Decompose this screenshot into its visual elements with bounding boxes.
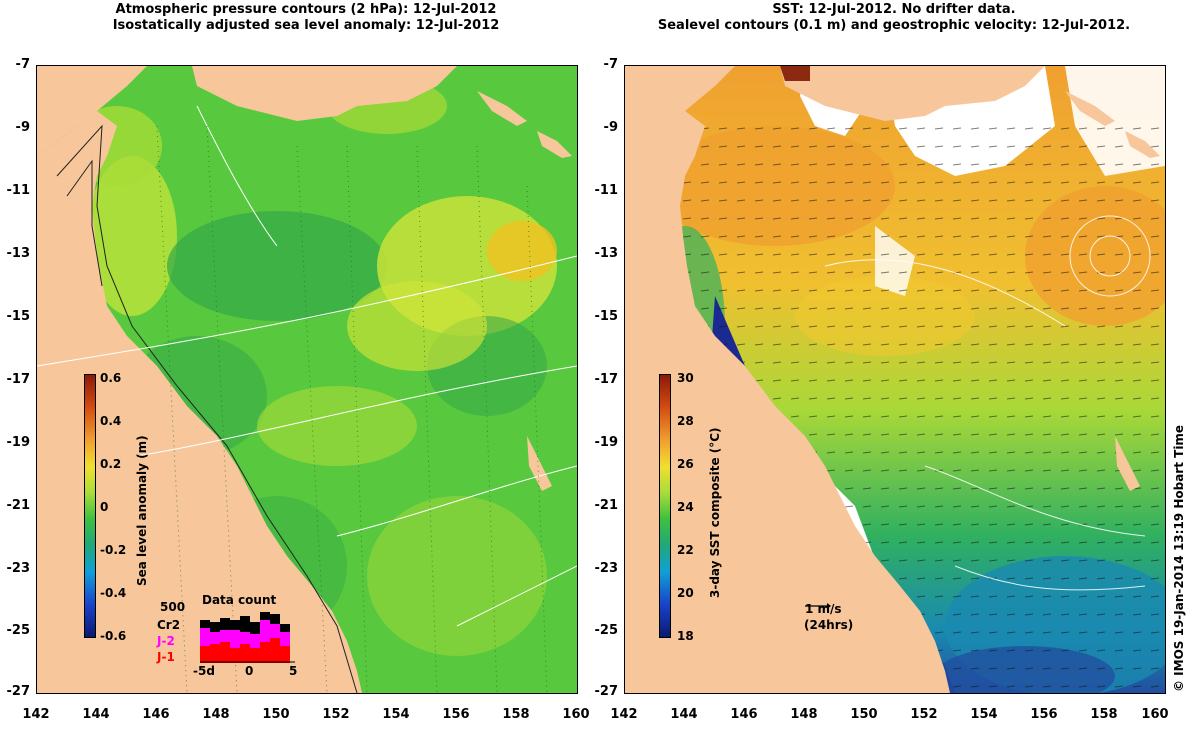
sea-level-anomaly-map-graphic bbox=[37, 66, 577, 693]
left-xtick: 142 bbox=[22, 707, 50, 722]
series-label-j2: J-2 bbox=[157, 634, 175, 648]
right-ytick: -19 bbox=[594, 435, 619, 450]
sst-colorbar-label: 3-day SST composite (°C) bbox=[708, 427, 722, 598]
inset-xtick-neg5d: -5d bbox=[193, 664, 215, 678]
copyright-label: © IMOS 19-Jan-2014 13:19 Hobart Time bbox=[1172, 424, 1186, 692]
left-title-line2: Isostatically adjusted sea level anomaly… bbox=[112, 18, 500, 33]
right-xtick: 156 bbox=[1030, 707, 1058, 722]
right-xtick: 152 bbox=[910, 707, 938, 722]
left-xtick: 156 bbox=[442, 707, 470, 722]
right-ytick: -27 bbox=[594, 684, 619, 699]
left-ytick: -15 bbox=[6, 309, 31, 324]
right-xtick: 154 bbox=[970, 707, 998, 722]
sst-tick-3: 24 bbox=[677, 500, 694, 514]
right-ytick: -13 bbox=[594, 246, 619, 261]
right-title-line1: SST: 12-Jul-2012. No drifter data. bbox=[772, 2, 1016, 17]
sla-tick-1: 0.4 bbox=[100, 414, 122, 428]
left-ytick: -25 bbox=[6, 623, 31, 638]
right-ytick: -9 bbox=[603, 120, 618, 135]
sla-tick-3: 0 bbox=[100, 500, 109, 514]
sst-tick-6: 18 bbox=[677, 629, 694, 643]
right-ytick: -15 bbox=[594, 309, 619, 324]
right-xtick: 150 bbox=[850, 707, 878, 722]
sst-map-graphic bbox=[625, 66, 1165, 693]
left-ytick: -11 bbox=[6, 183, 31, 198]
sea-level-anomaly-map[interactable] bbox=[36, 65, 578, 694]
right-ytick: -11 bbox=[594, 183, 619, 198]
sla-tick-6: -0.6 bbox=[100, 629, 127, 643]
right-xtick: 146 bbox=[730, 707, 758, 722]
right-ytick: -7 bbox=[603, 57, 618, 72]
left-xtick: 144 bbox=[82, 707, 110, 722]
left-ytick: -27 bbox=[6, 684, 31, 699]
sst-tick-4: 22 bbox=[677, 543, 694, 557]
sla-colorbar-label: Sea level anomaly (m) bbox=[135, 435, 149, 586]
sla-tick-0: 0.6 bbox=[100, 371, 122, 385]
right-xtick: 160 bbox=[1141, 707, 1169, 722]
left-ytick: -17 bbox=[6, 372, 31, 387]
inset-xtick-5: 5 bbox=[289, 664, 298, 678]
series-label-cr2: Cr2 bbox=[157, 618, 181, 632]
left-xtick: 154 bbox=[382, 707, 410, 722]
right-xtick: 158 bbox=[1090, 707, 1118, 722]
right-xtick: 142 bbox=[610, 707, 638, 722]
right-ytick: -25 bbox=[594, 623, 619, 638]
series-label-j1: J-1 bbox=[157, 650, 175, 664]
right-ytick: -23 bbox=[594, 561, 619, 576]
sst-tick-2: 26 bbox=[677, 457, 694, 471]
left-title-line1: Atmospheric pressure contours (2 hPa): 1… bbox=[115, 2, 497, 17]
left-ytick: -21 bbox=[6, 498, 31, 513]
sst-colorbar bbox=[659, 374, 671, 638]
left-xtick: 160 bbox=[562, 707, 590, 722]
sla-tick-2: 0.2 bbox=[100, 457, 122, 471]
left-xtick: 150 bbox=[262, 707, 290, 722]
left-xtick: 152 bbox=[322, 707, 350, 722]
right-ytick: -21 bbox=[594, 498, 619, 513]
velocity-scale-sublabel: (24hrs) bbox=[804, 618, 854, 632]
left-xtick: 148 bbox=[202, 707, 230, 722]
left-ytick: -9 bbox=[15, 120, 30, 135]
right-xtick: 148 bbox=[790, 707, 818, 722]
left-ytick: -7 bbox=[15, 57, 30, 72]
data-count-500-label: 500 bbox=[160, 600, 186, 614]
left-ytick: -23 bbox=[6, 561, 31, 576]
sla-colorbar bbox=[84, 374, 96, 638]
inset-xtick-0: 0 bbox=[245, 664, 254, 678]
right-title-line2: Sealevel contours (0.1 m) and geostrophi… bbox=[657, 18, 1131, 33]
sst-tick-5: 20 bbox=[677, 586, 694, 600]
right-xtick: 144 bbox=[670, 707, 698, 722]
sla-tick-5: -0.4 bbox=[100, 586, 127, 600]
left-ytick: -13 bbox=[6, 246, 31, 261]
data-count-histogram bbox=[200, 608, 295, 663]
left-ytick: -19 bbox=[6, 435, 31, 450]
left-xtick: 146 bbox=[142, 707, 170, 722]
sla-tick-4: -0.2 bbox=[100, 543, 127, 557]
sst-map[interactable] bbox=[624, 65, 1166, 694]
left-xtick: 158 bbox=[502, 707, 530, 722]
right-ytick: -17 bbox=[594, 372, 619, 387]
sst-tick-0: 30 bbox=[677, 371, 694, 385]
data-count-title: Data count bbox=[202, 593, 277, 607]
velocity-scale-arrow bbox=[805, 594, 831, 609]
velocity-scale-label: 1 m/s bbox=[805, 602, 842, 616]
sst-tick-1: 28 bbox=[677, 414, 694, 428]
